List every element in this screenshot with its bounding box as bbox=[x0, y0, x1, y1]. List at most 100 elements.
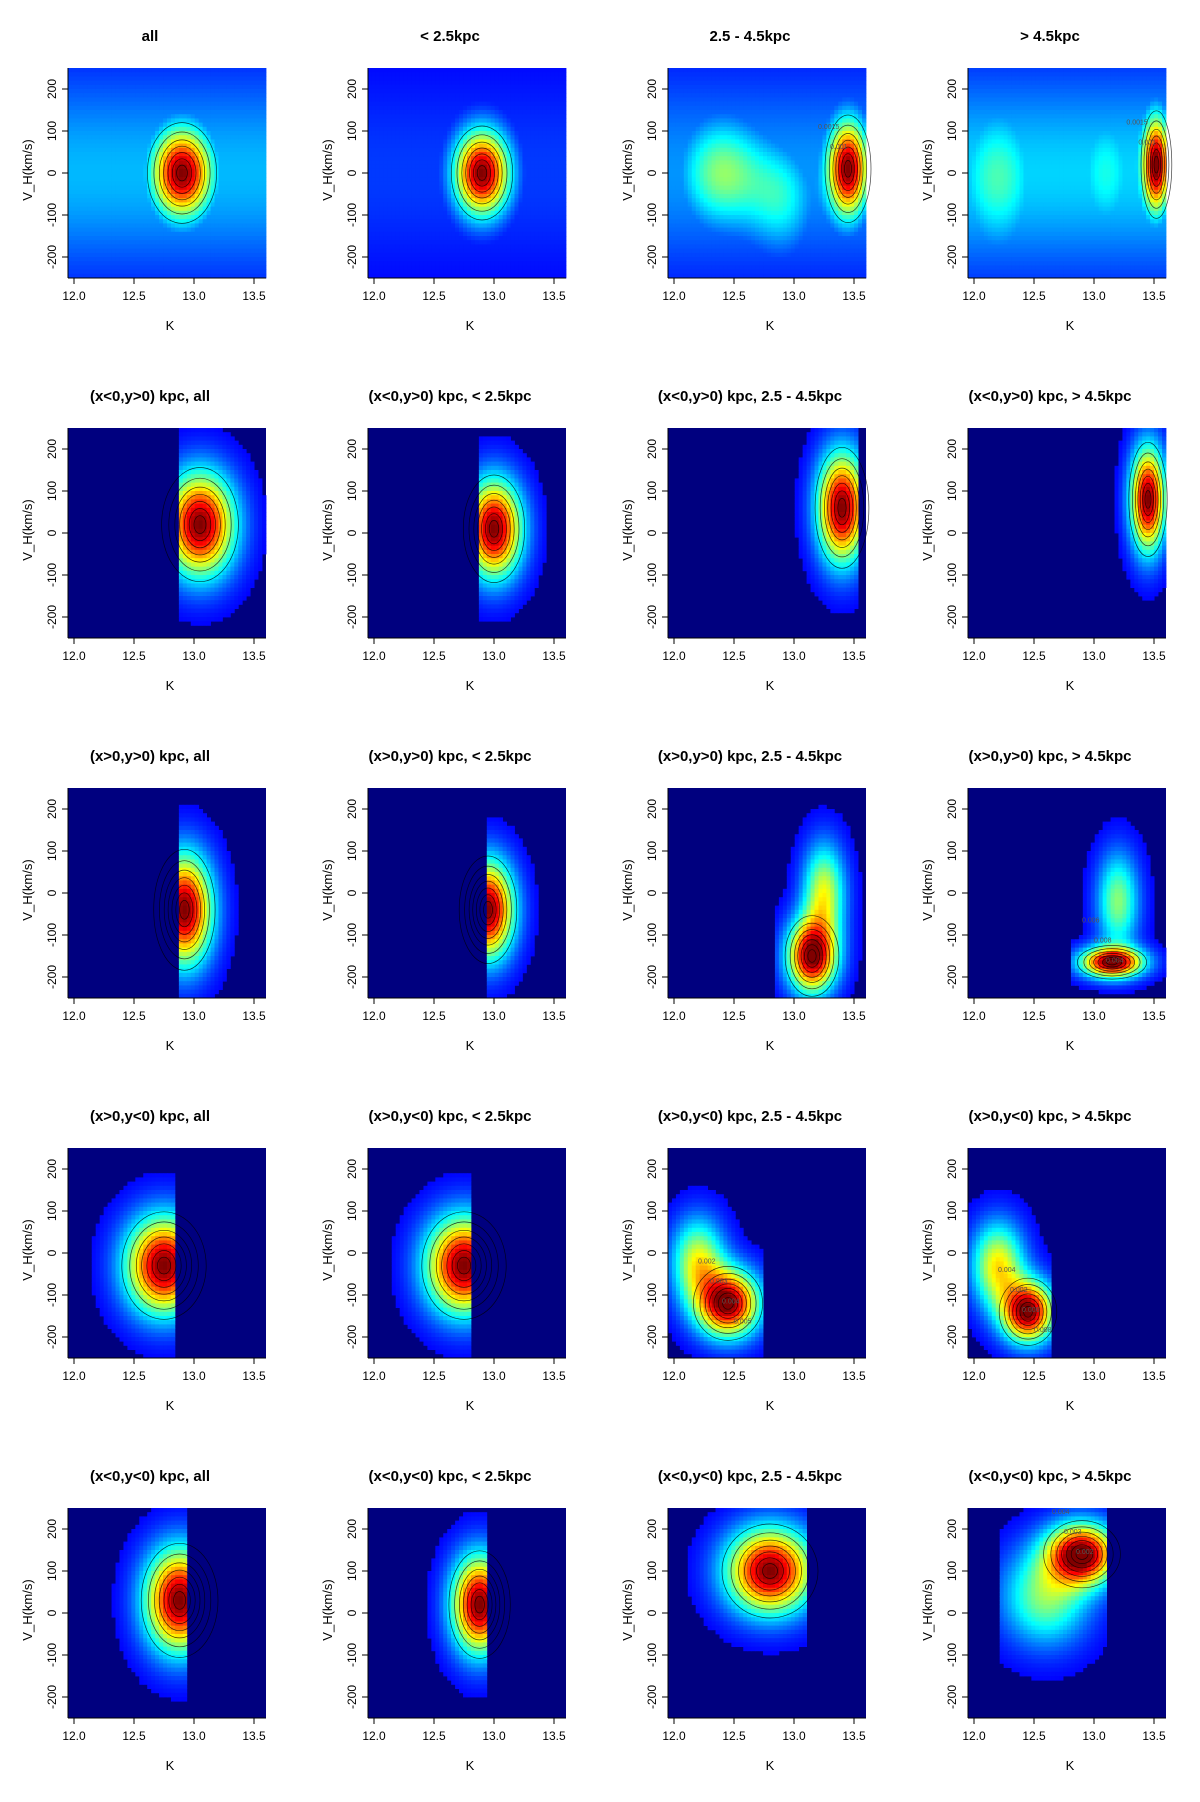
heatmap-cell bbox=[407, 206, 412, 212]
heatmap-cell bbox=[371, 84, 377, 90]
heatmap-cell bbox=[415, 84, 420, 90]
chart-panel: all 12.0 12.5 13.0 13.5 -200 -100 0 100 200 K V_H(k… bbox=[0, 0, 300, 360]
heatmap-cell bbox=[238, 244, 243, 249]
heatmap-cell bbox=[411, 181, 416, 186]
heatmap-cell bbox=[107, 160, 112, 165]
heatmap-cell bbox=[238, 143, 243, 149]
heatmap-cell bbox=[170, 110, 176, 115]
heatmap-cell bbox=[463, 215, 468, 220]
heatmap-cell bbox=[419, 72, 424, 77]
heatmap-cell bbox=[91, 160, 97, 165]
heatmap-cell bbox=[262, 252, 267, 258]
heatmap-cell bbox=[506, 131, 511, 136]
heatmap-cell bbox=[250, 84, 255, 90]
heatmap-cell bbox=[478, 252, 484, 258]
heatmap-cell bbox=[407, 177, 412, 182]
heatmap-cell bbox=[115, 181, 120, 186]
heatmap-cell bbox=[526, 173, 531, 178]
heatmap-cell bbox=[403, 160, 408, 165]
heatmap-cell bbox=[242, 198, 247, 203]
heatmap-cell bbox=[135, 118, 140, 123]
heatmap-cell bbox=[415, 89, 420, 94]
heatmap-cell bbox=[459, 177, 464, 182]
heatmap-cell bbox=[411, 126, 416, 132]
heatmap-cell bbox=[506, 202, 511, 207]
heatmap-cell bbox=[246, 240, 251, 245]
heatmap-cell bbox=[95, 273, 101, 279]
heatmap-cell bbox=[510, 139, 515, 144]
heatmap-cell bbox=[75, 68, 81, 73]
heatmap-cell bbox=[391, 244, 397, 249]
heatmap-cell bbox=[550, 261, 555, 266]
heatmap-cell bbox=[242, 152, 247, 157]
heatmap-cell bbox=[375, 261, 381, 266]
heatmap-cell bbox=[391, 143, 397, 149]
heatmap-cell bbox=[407, 231, 412, 237]
heatmap-cell bbox=[135, 93, 140, 98]
heatmap-cell bbox=[242, 185, 247, 191]
heatmap-cell bbox=[79, 261, 85, 266]
heatmap-cell bbox=[514, 126, 519, 132]
heatmap-cell bbox=[419, 189, 424, 195]
heatmap-cell bbox=[526, 84, 531, 90]
heatmap-cell bbox=[123, 110, 128, 115]
heatmap-cell bbox=[403, 93, 408, 98]
heatmap-cell bbox=[147, 147, 152, 153]
heatmap-cell bbox=[383, 72, 389, 77]
heatmap-cell bbox=[75, 126, 81, 132]
heatmap-cell bbox=[103, 231, 108, 237]
heatmap-cell bbox=[379, 215, 385, 220]
heatmap-cell bbox=[79, 135, 85, 140]
heatmap-cell bbox=[486, 269, 492, 275]
heatmap-cell bbox=[202, 122, 207, 128]
heatmap-cell bbox=[518, 152, 523, 157]
heatmap-cell bbox=[506, 223, 511, 228]
heatmap-cell bbox=[427, 261, 432, 266]
heatmap-cell bbox=[498, 164, 504, 170]
heatmap-cell bbox=[167, 114, 172, 119]
heatmap-cell bbox=[431, 89, 436, 94]
heatmap-cell bbox=[222, 76, 227, 81]
heatmap-cell bbox=[399, 147, 405, 153]
heatmap-cell bbox=[387, 173, 393, 178]
heatmap-cell bbox=[79, 147, 85, 153]
heatmap-cell bbox=[159, 265, 164, 270]
heatmap-cell bbox=[522, 168, 527, 174]
heatmap-cell bbox=[186, 93, 192, 98]
heatmap-cell bbox=[107, 198, 112, 203]
heatmap-cell bbox=[202, 126, 207, 132]
heatmap-cell bbox=[447, 244, 452, 249]
heatmap-cell bbox=[395, 135, 401, 140]
heatmap-cell bbox=[151, 206, 156, 212]
heatmap-cell bbox=[486, 177, 492, 182]
heatmap-cell bbox=[218, 244, 223, 249]
heatmap-cell bbox=[202, 101, 207, 107]
heatmap-cell bbox=[542, 93, 547, 98]
heatmap-cell bbox=[530, 156, 535, 161]
heatmap-cell bbox=[234, 101, 239, 107]
heatmap-cell bbox=[526, 101, 531, 107]
heatmap-cell bbox=[427, 76, 432, 81]
heatmap-cell bbox=[222, 210, 227, 216]
heatmap-cell bbox=[238, 68, 243, 73]
heatmap-cell bbox=[423, 231, 428, 237]
heatmap-cell bbox=[368, 194, 373, 199]
heatmap-cell bbox=[68, 93, 73, 98]
heatmap-cell bbox=[202, 244, 207, 249]
heatmap-cell bbox=[127, 177, 132, 182]
heatmap-cell bbox=[178, 198, 184, 203]
heatmap-cell bbox=[371, 72, 377, 77]
heatmap-cell bbox=[190, 177, 196, 182]
heatmap-cell bbox=[435, 210, 440, 216]
heatmap-cell bbox=[68, 131, 73, 136]
heatmap-cell bbox=[123, 219, 128, 224]
heatmap-cell bbox=[451, 219, 456, 224]
heatmap-cell bbox=[143, 93, 148, 98]
heatmap-cell bbox=[143, 68, 148, 73]
heatmap-cell bbox=[238, 84, 243, 90]
heatmap-cell bbox=[498, 89, 504, 94]
heatmap-cell bbox=[558, 76, 563, 81]
heatmap-cell bbox=[399, 189, 405, 195]
heatmap-cell bbox=[403, 236, 408, 241]
heatmap-cell bbox=[262, 114, 267, 119]
